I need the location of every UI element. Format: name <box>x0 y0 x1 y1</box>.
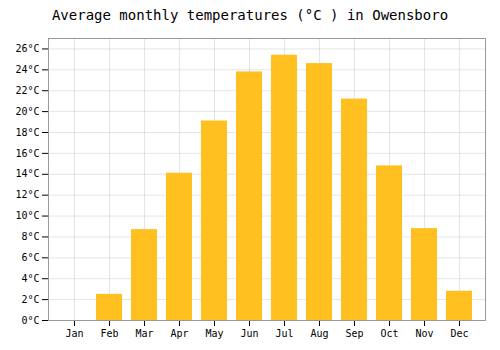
svg-text:Dec: Dec <box>450 328 468 339</box>
svg-text:2°C: 2°C <box>21 294 39 305</box>
svg-text:12°C: 12°C <box>15 189 39 200</box>
svg-text:16°C: 16°C <box>15 148 39 159</box>
svg-text:Jul: Jul <box>275 328 293 339</box>
svg-text:Jan: Jan <box>65 328 83 339</box>
html-text:Average monthly temperatures (: Average monthly temperatures (°C ) in Ow… <box>51 7 449 23</box>
svg-text:Apr: Apr <box>170 328 188 339</box>
svg-text:Mar: Mar <box>135 328 153 339</box>
svg-text:Jun: Jun <box>240 328 258 339</box>
svg-text:22°C: 22°C <box>15 85 39 96</box>
svg-text:0°C: 0°C <box>21 315 39 326</box>
svg-text:10°C: 10°C <box>15 210 39 221</box>
svg-text:Oct: Oct <box>380 328 398 339</box>
svg-text:20°C: 20°C <box>15 106 39 117</box>
svg-text:26°C: 26°C <box>15 43 39 54</box>
svg-text:Sep: Sep <box>345 328 363 339</box>
svg-text:24°C: 24°C <box>15 64 39 75</box>
svg-text:14°C: 14°C <box>15 168 39 179</box>
svg-text:8°C: 8°C <box>21 231 39 242</box>
svg-text:Aug: Aug <box>310 328 328 339</box>
svg-text:6°C: 6°C <box>21 252 39 263</box>
svg-text:May: May <box>205 328 223 339</box>
svg-text:Feb: Feb <box>100 328 118 339</box>
svg-text:Nov: Nov <box>415 328 433 339</box>
svg-text:4°C: 4°C <box>21 273 39 284</box>
svg-text:18°C: 18°C <box>15 127 39 138</box>
